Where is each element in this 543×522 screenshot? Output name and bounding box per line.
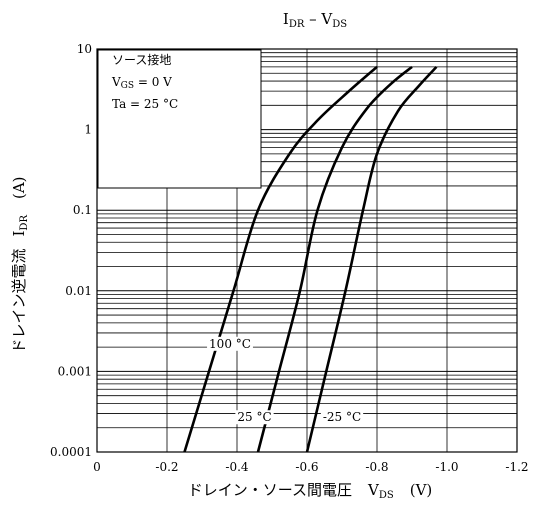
- x-tick-label: -0.6: [295, 460, 318, 474]
- curve-label-bg: [207, 336, 253, 351]
- condition-source-grounded: ソース接地: [112, 52, 171, 67]
- curve-label: 100 °C: [207, 336, 253, 351]
- y-tick-label: 10: [77, 42, 92, 56]
- x-tick-label: -0.8: [365, 460, 388, 474]
- grid: [97, 49, 517, 452]
- curve-label-bg: [235, 410, 274, 425]
- curve-label-text: 100 °C: [209, 337, 251, 351]
- y-tick-label: 0.1: [73, 203, 92, 217]
- condition-vgs: VGS = 0 V: [111, 75, 172, 91]
- x-tick-label: 0: [93, 460, 101, 474]
- condition-ta: Ta = 25 °C: [112, 97, 178, 111]
- x-tick-label: -1.2: [505, 460, 528, 474]
- x-tick-label: -1.0: [435, 460, 458, 474]
- curve-labels: 100 °C 25 °C -25 °C: [207, 336, 364, 425]
- y-tick-label: 1: [84, 123, 92, 137]
- series-line-2: [256, 65, 413, 453]
- y-tick-label: 0.001: [58, 364, 92, 378]
- conditions-box: [97, 49, 262, 189]
- curve-label-bg: [320, 410, 364, 425]
- x-tick-label: -0.4: [225, 460, 249, 474]
- curve-label-text: -25 °C: [323, 410, 361, 424]
- chart-title: IDR – VDS: [283, 10, 347, 30]
- y-axis-label: ドレイン逆電流IDR(A): [10, 176, 30, 353]
- x-tick-labels: 0 -0.2 -0.4 -0.6 -0.8 -1.0 -1.2: [93, 460, 528, 474]
- curve-label-text: 25 °C: [237, 410, 271, 424]
- series-line-1: [183, 65, 378, 453]
- y-tick-label: 0.0001: [50, 445, 92, 459]
- curves: [183, 65, 438, 453]
- x-axis-label: ドレイン・ソース間電圧 VDS (V): [188, 481, 433, 501]
- curve-label: -25 °C: [320, 410, 364, 425]
- conditions-text: ソース接地 VGS = 0 V Ta = 25 °C: [111, 52, 178, 111]
- x-tick-label: -0.2: [155, 460, 178, 474]
- y-tick-label: 0.01: [65, 284, 92, 298]
- plot-frame: [96, 48, 518, 453]
- y-tick-labels: 10 1 0.1 0.01 0.001 0.0001: [50, 42, 92, 459]
- curve-label: 25 °C: [235, 410, 274, 425]
- series-line-3: [305, 65, 438, 453]
